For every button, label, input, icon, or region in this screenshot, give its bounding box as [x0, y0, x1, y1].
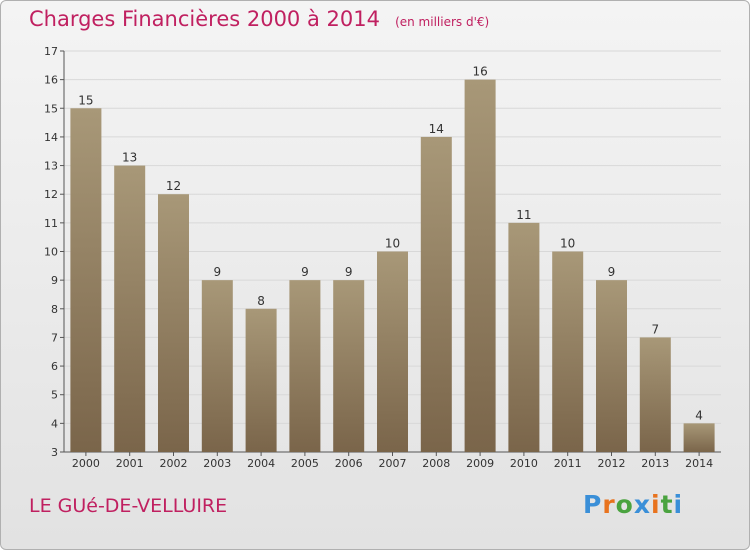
- x-tick-label: 2003: [203, 457, 231, 470]
- x-tick-label: 2009: [466, 457, 494, 470]
- y-tick-label: 10: [44, 246, 58, 259]
- data-label: 11: [516, 208, 531, 222]
- data-label: 9: [301, 265, 309, 279]
- bar: [70, 108, 102, 453]
- bar: [639, 337, 671, 452]
- x-tick-label: 2000: [72, 457, 100, 470]
- bar: [114, 165, 146, 453]
- data-label: 9: [213, 265, 221, 279]
- x-tick-label: 2002: [160, 457, 188, 470]
- location-label: LE GUé-DE-VELLUIRE: [29, 495, 228, 517]
- bar: [683, 423, 715, 452]
- bar: [377, 251, 408, 452]
- chart-title-text: Charges Financières 2000 à 2014: [29, 7, 380, 31]
- data-label: 12: [166, 179, 181, 193]
- y-tick-label: 17: [44, 45, 58, 58]
- y-tick-label: 4: [51, 417, 58, 430]
- logo-letter: i: [651, 490, 661, 519]
- y-tick-label: 15: [44, 102, 58, 115]
- bar: [420, 136, 452, 452]
- bar: [596, 280, 627, 452]
- bar: [552, 251, 584, 452]
- y-tick-label: 13: [44, 160, 58, 173]
- y-tick-label: 14: [44, 131, 58, 144]
- data-label: 4: [695, 408, 703, 422]
- x-tick-label: 2001: [116, 457, 144, 470]
- logo-letter: i: [673, 490, 684, 519]
- logo-letter: o: [615, 490, 634, 519]
- data-label: 16: [472, 65, 487, 79]
- x-tick-label: 2010: [510, 457, 538, 470]
- data-label: 13: [122, 151, 137, 165]
- y-tick-label: 8: [51, 303, 58, 316]
- y-tick-label: 9: [51, 274, 58, 287]
- proxiti-logo: Proxiti: [583, 490, 683, 519]
- chart-unit-note: (en milliers d'€): [395, 15, 490, 29]
- y-tick-label: 6: [51, 360, 58, 373]
- x-tick-label: 2008: [422, 457, 450, 470]
- y-tick-label: 11: [44, 217, 58, 230]
- x-tick-label: 2012: [598, 457, 626, 470]
- data-label: 9: [608, 265, 616, 279]
- data-label: 9: [345, 265, 353, 279]
- data-label: 15: [78, 93, 93, 107]
- x-tick-label: 2011: [554, 457, 582, 470]
- bar: [333, 280, 365, 452]
- bar: [289, 280, 321, 452]
- y-tick-label: 7: [51, 331, 58, 344]
- x-tick-label: 2005: [291, 457, 319, 470]
- y-tick-label: 3: [51, 446, 58, 459]
- data-label: 10: [385, 237, 400, 251]
- x-tick-label: 2014: [685, 457, 713, 470]
- logo-letter: P: [583, 490, 603, 519]
- chart-title: Charges Financières 2000 à 2014 (en mill…: [29, 7, 489, 31]
- bar: [508, 222, 540, 452]
- x-tick-label: 2007: [379, 457, 407, 470]
- bar: [245, 308, 277, 452]
- logo-letter: t: [660, 490, 674, 519]
- data-label: 7: [651, 322, 659, 336]
- data-label: 14: [429, 122, 444, 136]
- y-tick-label: 5: [51, 389, 58, 402]
- data-label: 10: [560, 237, 575, 251]
- x-tick-label: 2004: [247, 457, 275, 470]
- data-label: 8: [257, 294, 265, 308]
- y-tick-label: 16: [44, 74, 58, 87]
- logo-letter: r: [602, 490, 616, 519]
- x-tick-label: 2006: [335, 457, 363, 470]
- logo-letter: x: [633, 490, 651, 519]
- bar: [201, 280, 233, 452]
- bar: [158, 194, 189, 452]
- x-tick-label: 2013: [641, 457, 669, 470]
- y-tick-label: 12: [44, 188, 58, 201]
- bar: [464, 79, 496, 453]
